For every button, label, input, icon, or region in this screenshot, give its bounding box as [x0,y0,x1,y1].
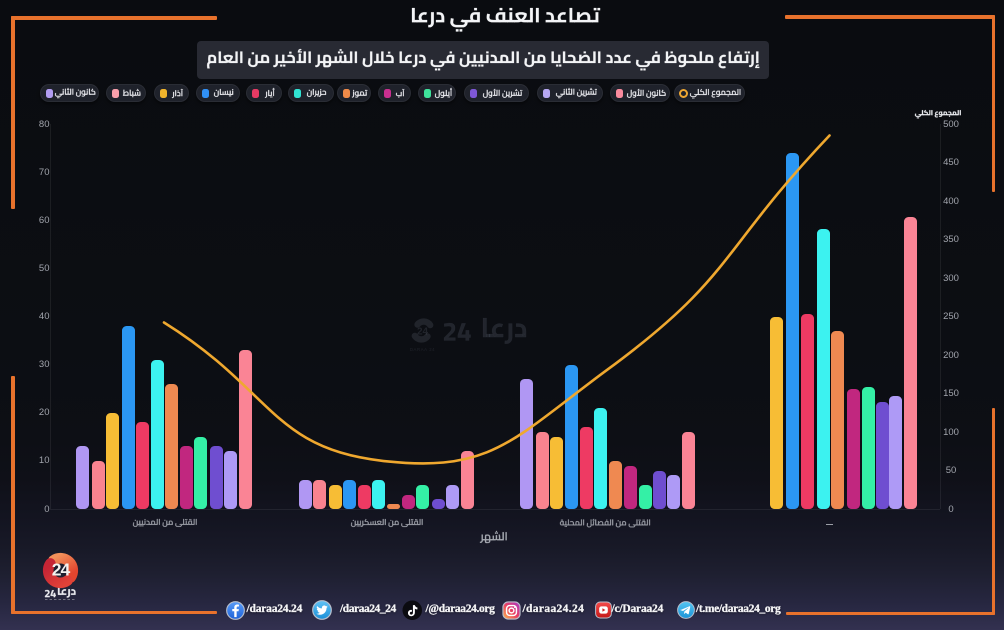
svg-text:24: 24 [51,559,70,579]
svg-text:DARAA 24: DARAA 24 [409,347,434,352]
svg-text:24: 24 [416,327,428,338]
